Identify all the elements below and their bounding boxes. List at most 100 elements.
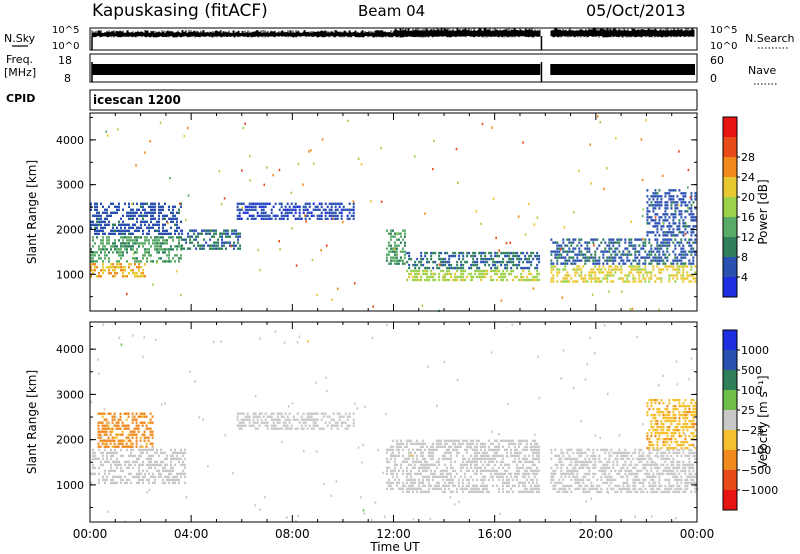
range-gate-cell (564, 259, 567, 262)
range-gate-cell (526, 251, 529, 255)
range-gate-cell (108, 239, 110, 242)
range-gate-cell (149, 421, 152, 424)
nave-tick-top: 60 (710, 54, 724, 67)
range-gate-cell (431, 457, 434, 461)
range-gate-cell (236, 412, 239, 415)
range-gate-cell (94, 208, 96, 211)
range-gate-cell (453, 439, 456, 443)
range-gate-cell (602, 463, 605, 467)
range-gate-cell (107, 421, 110, 424)
range-gate-cell (172, 220, 174, 223)
range-gate-cell (262, 421, 265, 424)
range-gate-cell (90, 260, 92, 263)
range-gate-cell (424, 251, 427, 255)
range-gate-cell (96, 251, 98, 254)
range-gate-cell (296, 217, 299, 220)
range-gate-cell (423, 448, 426, 452)
range-gate-cell (136, 472, 138, 476)
range-gate-cell (115, 445, 118, 448)
range-gate-cell (483, 460, 486, 464)
range-gate-cell (484, 251, 487, 255)
range-gate-cell (306, 415, 309, 418)
range-gate-cell (278, 217, 281, 220)
range-gate-cell (140, 451, 142, 455)
range-gate-cell (670, 189, 673, 192)
range-gate-cell (498, 269, 501, 273)
range-gate-cell (138, 208, 140, 211)
range-gate-cell (523, 484, 526, 488)
range-gate-cell (534, 254, 537, 258)
range-gate-cell (626, 466, 629, 470)
range-gate-cell (318, 214, 321, 217)
range-gate-cell (513, 475, 516, 479)
range-gate-cell (102, 232, 104, 235)
range-gate-cell (518, 257, 521, 261)
range-gate-cell (120, 269, 122, 272)
range-gate-cell (666, 268, 669, 271)
range-gate-cell (231, 232, 234, 235)
range-gate-cell (389, 454, 392, 458)
range-gate-cell (504, 275, 507, 279)
range-gate-cell (552, 280, 555, 283)
range-gate-cell (652, 478, 655, 482)
range-gate-cell (448, 257, 451, 261)
range-gate-cell (393, 232, 396, 235)
range-gate-cell (570, 241, 573, 244)
range-gate-cell (666, 463, 669, 467)
range-gate-cell (590, 481, 593, 485)
range-gate-cell (199, 244, 202, 247)
range-gate-cell (598, 265, 601, 268)
range-gate-cell (580, 451, 583, 455)
range-gate-cell (602, 262, 605, 265)
range-gate-cell (352, 217, 355, 220)
range-gate-cell (164, 469, 166, 473)
range-gate-cell (451, 466, 454, 470)
range-gate-cell (471, 460, 474, 464)
range-gate-cell (612, 238, 615, 241)
range-gate-cell (497, 448, 500, 452)
range-gate-cell (558, 256, 561, 259)
range-gate-cell (439, 445, 442, 449)
range-gate-cell (568, 241, 571, 244)
range-gate-cell (656, 256, 659, 259)
range-gate-cell (122, 478, 124, 482)
range-gate-cell (443, 487, 446, 491)
range-gate-cell (100, 214, 102, 217)
range-gate-cell (622, 454, 625, 458)
range-gate-cell (116, 260, 118, 263)
range-gate-cell (352, 205, 355, 208)
noise-cell (352, 200, 355, 203)
range-gate-cell (515, 469, 518, 473)
range-gate-cell (520, 275, 523, 279)
range-gate-cell (656, 472, 659, 476)
range-gate-cell (225, 229, 228, 232)
range-gate-cell (455, 451, 458, 455)
range-gate-cell (654, 274, 657, 277)
range-gate-cell (403, 250, 406, 253)
range-gate-cell (203, 229, 206, 232)
range-gate-cell (121, 430, 124, 433)
range-gate-cell (482, 275, 485, 279)
range-gate-cell (650, 262, 653, 265)
range-gate-cell (608, 268, 611, 271)
range-gate-cell (453, 448, 456, 452)
range-gate-cell (616, 253, 619, 256)
range-gate-cell (606, 280, 609, 283)
noise-cell (230, 244, 233, 248)
range-gate-cell (102, 226, 104, 229)
noise-cell (578, 169, 580, 173)
range-gate-cell (485, 469, 488, 473)
range-gate-cell (670, 460, 673, 464)
range-gate-cell (484, 272, 487, 276)
range-gate-cell (250, 217, 253, 220)
range-gate-cell (170, 472, 172, 476)
range-gate-cell (237, 232, 240, 235)
range-gate-cell (676, 204, 679, 207)
range-gate-cell (322, 415, 325, 418)
range-gate-cell (520, 251, 523, 255)
range-gate-cell (614, 259, 617, 262)
range-gate-cell (590, 487, 593, 491)
range-gate-cell (660, 454, 663, 458)
range-gate-cell (622, 466, 625, 470)
range-gate-cell (576, 451, 579, 455)
